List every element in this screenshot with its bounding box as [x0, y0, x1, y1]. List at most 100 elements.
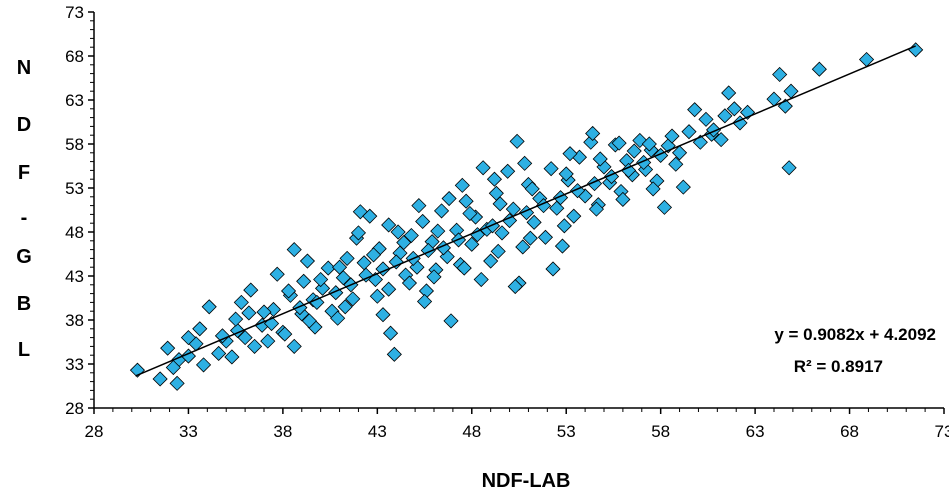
data-point	[339, 250, 355, 266]
data-point	[681, 124, 697, 140]
data-point	[443, 313, 459, 329]
data-point	[296, 273, 312, 289]
data-point	[301, 313, 317, 329]
data-point	[486, 171, 503, 187]
data-point	[169, 375, 185, 391]
y-axis-ticks: 28 33 38 43 48 53 58 63 68 73	[65, 3, 94, 418]
y-axis-title-letter: D	[17, 114, 31, 136]
x-tick-label: 28	[85, 422, 104, 441]
x-axis-ticks: 28 33 38 43 48 53 58 63 68 73	[85, 408, 949, 441]
data-point	[160, 340, 176, 356]
y-tick-label: 28	[65, 399, 84, 418]
data-point	[328, 285, 344, 301]
data-point	[280, 283, 297, 299]
x-tick-label: 48	[462, 422, 481, 441]
data-point	[501, 212, 518, 229]
data-point	[543, 161, 559, 177]
data-point	[416, 293, 433, 310]
y-axis-title-letter: L	[18, 339, 30, 361]
data-point	[456, 260, 472, 276]
data-point	[224, 349, 240, 365]
y-tick-label: 43	[65, 267, 84, 286]
data-point	[369, 288, 385, 304]
data-point	[549, 200, 565, 216]
y-tick-label: 53	[65, 179, 84, 198]
data-point	[237, 330, 253, 346]
data-point	[277, 326, 293, 342]
data-point	[152, 371, 168, 387]
data-point	[331, 259, 348, 275]
y-axis-title-letter: G	[16, 246, 32, 268]
y-tick-label: 33	[65, 355, 84, 374]
data-point	[556, 218, 572, 234]
data-point	[781, 160, 797, 176]
data-point	[641, 136, 657, 152]
data-point	[586, 176, 603, 192]
x-tick-label: 53	[557, 422, 576, 441]
data-point	[518, 205, 535, 221]
data-point	[464, 236, 480, 252]
data-point	[292, 300, 308, 316]
data-point	[515, 239, 531, 255]
data-point	[611, 135, 627, 151]
x-axis-title: NDF-LAB	[482, 470, 571, 492]
data-point	[256, 304, 272, 320]
data-point	[668, 156, 684, 172]
data-point	[375, 307, 391, 323]
data-point	[458, 193, 474, 209]
y-axis-title-letter: B	[17, 293, 31, 315]
data-point	[687, 102, 703, 118]
data-point	[585, 125, 601, 142]
y-axis-title-letter: -	[21, 207, 28, 229]
data-point	[228, 311, 244, 327]
data-point	[500, 163, 516, 179]
y-tick-label: 58	[65, 135, 84, 154]
data-point	[411, 198, 427, 214]
data-point	[739, 104, 756, 120]
data-point	[233, 294, 249, 310]
data-point	[653, 147, 669, 164]
y-axis-title-letter: F	[18, 162, 30, 184]
data-point	[692, 134, 708, 150]
data-point	[433, 203, 450, 219]
data-point	[615, 191, 631, 208]
data-point	[462, 205, 478, 222]
data-point	[524, 181, 540, 197]
data-point	[415, 213, 431, 230]
data-point	[286, 338, 302, 354]
data-point	[265, 301, 282, 318]
data-point	[675, 179, 691, 195]
data-point	[492, 196, 508, 212]
trendline-equation: y = 0.9082x + 4.2092	[774, 325, 936, 344]
data-point	[454, 177, 470, 193]
data-point	[469, 227, 486, 243]
x-tick-label: 68	[840, 422, 859, 441]
data-point	[490, 243, 506, 259]
data-point	[588, 201, 605, 217]
data-point	[214, 328, 231, 344]
y-tick-label: 68	[65, 47, 84, 66]
data-point	[195, 357, 212, 373]
data-point	[211, 345, 227, 362]
data-point	[441, 190, 457, 207]
data-point	[401, 275, 418, 291]
data-point	[345, 291, 361, 307]
data-point	[246, 338, 263, 354]
data-point	[390, 224, 406, 240]
data-point	[286, 242, 302, 258]
data-point	[386, 346, 402, 362]
data-point	[299, 253, 316, 269]
data-point	[811, 61, 827, 77]
data-point	[554, 238, 571, 254]
data-point	[313, 271, 329, 288]
data-point	[620, 162, 637, 178]
data-point	[309, 294, 325, 310]
x-tick-label: 58	[651, 422, 670, 441]
data-point	[908, 42, 924, 58]
data-point	[269, 266, 285, 282]
data-point	[726, 101, 742, 117]
data-point	[566, 208, 582, 224]
data-point	[241, 305, 257, 321]
x-tick-label: 43	[368, 422, 387, 441]
